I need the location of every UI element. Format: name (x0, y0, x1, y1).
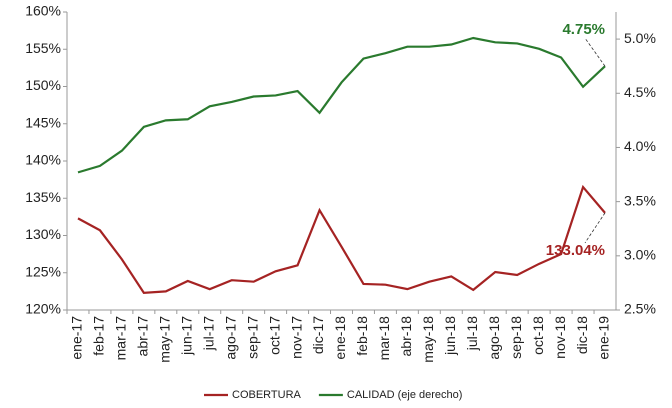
y-tick-label: 125% (25, 263, 61, 279)
x-tick-label: ago-18 (486, 316, 502, 360)
y2-tick-label: 4.5% (624, 84, 656, 100)
y2-tick-label: 5.0% (624, 30, 656, 46)
leader-line (584, 37, 606, 67)
x-tick-label: sep-18 (508, 316, 524, 359)
series-line (77, 36, 606, 174)
y-tick-label: 140% (25, 152, 61, 168)
y-tick-label: 130% (25, 226, 61, 242)
x-tick-label: mar-18 (376, 316, 392, 361)
y2-tick-label: 4.0% (624, 138, 656, 154)
y-tick-label: 135% (25, 189, 61, 205)
x-tick-label: oct-18 (530, 316, 546, 355)
x-tick-label: jun-18 (442, 316, 458, 356)
y-tick-label: 120% (25, 301, 61, 317)
y-tick-label: 160% (25, 3, 61, 19)
y-tick-label: 150% (25, 77, 61, 93)
x-tick-label: oct-17 (266, 316, 282, 355)
y-tick-label: 145% (25, 114, 61, 130)
x-tick-label: mar-17 (113, 316, 129, 361)
x-tick-label: may-18 (420, 316, 436, 363)
legend-label: CALIDAD (eje derecho) (347, 389, 463, 401)
y2-tick-label: 2.5% (624, 301, 656, 317)
leader-line (584, 212, 606, 244)
x-tick-label: ene-17 (69, 316, 85, 360)
x-tick-label: dic-18 (574, 316, 590, 354)
y-tick-label: 155% (25, 40, 61, 56)
x-tick-label: jun-17 (178, 316, 194, 356)
x-tick-label: ene-18 (332, 316, 348, 360)
x-tick-label: abr-18 (398, 316, 414, 357)
x-tick-label: nov-17 (288, 316, 304, 359)
x-tick-label: dic-17 (310, 316, 326, 354)
x-tick-label: jul-18 (464, 316, 480, 351)
x-tick-label: feb-17 (91, 316, 107, 356)
x-tick-label: ago-17 (222, 316, 238, 360)
x-tick-label: nov-18 (552, 316, 568, 359)
x-tick-label: sep-17 (244, 316, 260, 359)
y2-tick-label: 3.5% (624, 192, 656, 208)
x-tick-label: ene-19 (596, 316, 612, 360)
x-tick-label: jul-17 (200, 316, 216, 351)
x-tick-label: may-17 (157, 316, 173, 363)
series-line (77, 184, 606, 295)
legend-label: COBERTURA (232, 389, 302, 401)
y2-tick-label: 3.0% (624, 247, 656, 263)
value-label: 133.04% (546, 242, 605, 259)
x-tick-label: feb-18 (354, 316, 370, 356)
x-tick-label: abr-17 (135, 316, 151, 357)
value-label: 4.75% (562, 21, 605, 38)
